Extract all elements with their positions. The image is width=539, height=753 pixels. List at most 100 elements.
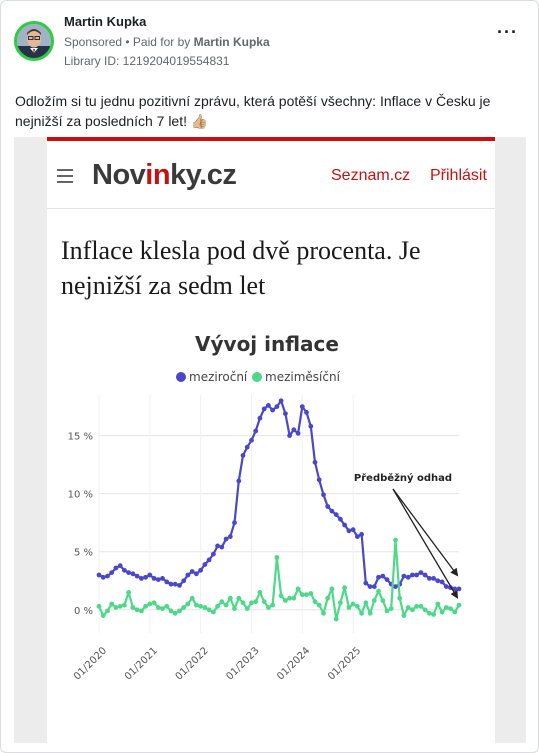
data-point — [367, 610, 373, 616]
chart-legend: meziroční meziměsíční — [176, 370, 341, 384]
annotation-arrow — [392, 488, 459, 577]
data-point — [355, 534, 360, 539]
data-point — [223, 602, 229, 608]
data-point — [287, 433, 292, 438]
avatar[interactable] — [14, 21, 54, 61]
data-point — [160, 606, 165, 611]
data-point — [325, 595, 331, 601]
data-point — [117, 603, 123, 609]
data-point — [422, 607, 428, 613]
data-point — [346, 528, 352, 534]
y-tick-label: 15 % — [68, 432, 93, 443]
data-point — [151, 576, 157, 581]
seznam-link[interactable]: Seznam.cz — [331, 167, 411, 184]
data-point — [312, 459, 318, 465]
data-point — [164, 603, 170, 609]
data-point — [236, 478, 242, 484]
data-point — [227, 595, 233, 601]
legend-label: meziroční — [189, 370, 248, 384]
data-point — [448, 606, 453, 611]
library-id: Library ID: 1219204019554831 — [64, 54, 230, 68]
data-point — [130, 605, 136, 610]
data-point — [418, 570, 424, 575]
data-point — [283, 411, 288, 416]
data-point — [456, 586, 462, 592]
data-point — [232, 520, 237, 526]
data-point — [295, 430, 301, 436]
paid-for-name[interactable]: Martin Kupka — [193, 35, 270, 49]
legend-marker — [176, 372, 186, 382]
data-point — [244, 444, 250, 450]
data-point — [105, 573, 110, 579]
x-tick-label: 01/2022 — [174, 645, 211, 682]
data-point — [160, 576, 165, 581]
article-screenshot: Novinky.cz Seznam.cz Přihlásit Inflace k… — [47, 141, 495, 743]
data-point — [151, 600, 157, 606]
data-point — [244, 606, 250, 611]
data-point — [249, 600, 254, 606]
data-point — [380, 573, 386, 579]
data-point — [435, 578, 441, 584]
data-point — [257, 590, 263, 595]
paid-for-prefix: • Paid for by — [125, 35, 191, 49]
data-point — [325, 504, 331, 509]
chart-grid — [98, 395, 459, 633]
data-point — [215, 543, 221, 549]
data-point — [211, 551, 216, 557]
data-point — [143, 574, 148, 580]
author-name[interactable]: Martin Kupka — [64, 14, 147, 29]
data-point — [236, 595, 242, 601]
data-point — [261, 406, 267, 412]
data-point — [410, 607, 415, 613]
data-point — [164, 579, 170, 585]
data-point — [227, 534, 233, 539]
data-point — [147, 572, 153, 578]
data-point — [278, 593, 284, 599]
data-point — [393, 584, 398, 589]
data-point — [456, 602, 462, 608]
data-point — [439, 579, 445, 585]
data-point — [355, 603, 360, 609]
data-point — [117, 563, 123, 569]
data-point — [427, 576, 432, 581]
data-point — [388, 606, 394, 611]
x-tick-label: 01/2023 — [224, 645, 261, 682]
annotation-arrow — [392, 488, 459, 599]
data-point — [122, 567, 127, 573]
data-point — [422, 572, 428, 578]
data-point — [266, 403, 271, 408]
data-point — [371, 584, 377, 589]
data-point — [177, 583, 182, 588]
data-point — [139, 576, 144, 581]
data-point — [168, 581, 174, 587]
data-point — [342, 585, 347, 591]
post-image[interactable]: Novinky.cz Seznam.cz Přihlásit Inflace k… — [14, 137, 526, 743]
data-point — [384, 577, 390, 582]
data-point — [202, 562, 208, 567]
more-dots-icon[interactable]: ··· — [497, 22, 518, 42]
data-point — [206, 557, 212, 563]
data-point — [219, 544, 225, 550]
series-line — [98, 399, 459, 590]
hamburger-menu-icon[interactable] — [57, 169, 73, 183]
data-point — [143, 603, 148, 609]
x-tick-label: 01/2021 — [123, 645, 160, 682]
data-point — [338, 516, 343, 522]
data-point — [418, 603, 424, 609]
data-point — [189, 569, 195, 574]
data-point — [198, 603, 204, 609]
site-logo[interactable]: Novinky.cz — [92, 159, 237, 191]
data-point — [181, 578, 187, 584]
data-point — [321, 492, 326, 498]
x-tick-label: 01/2020 — [72, 645, 109, 682]
data-point — [431, 612, 436, 617]
data-point — [266, 605, 271, 610]
data-point — [384, 608, 390, 614]
data-point — [257, 415, 263, 421]
data-point — [126, 590, 131, 595]
login-link[interactable]: Přihlásit — [430, 167, 487, 184]
data-point — [359, 531, 364, 537]
data-point — [359, 610, 364, 616]
post-caption: Odložím si tu jednu pozitivní zprávu, kt… — [15, 93, 491, 129]
data-point — [308, 591, 314, 596]
